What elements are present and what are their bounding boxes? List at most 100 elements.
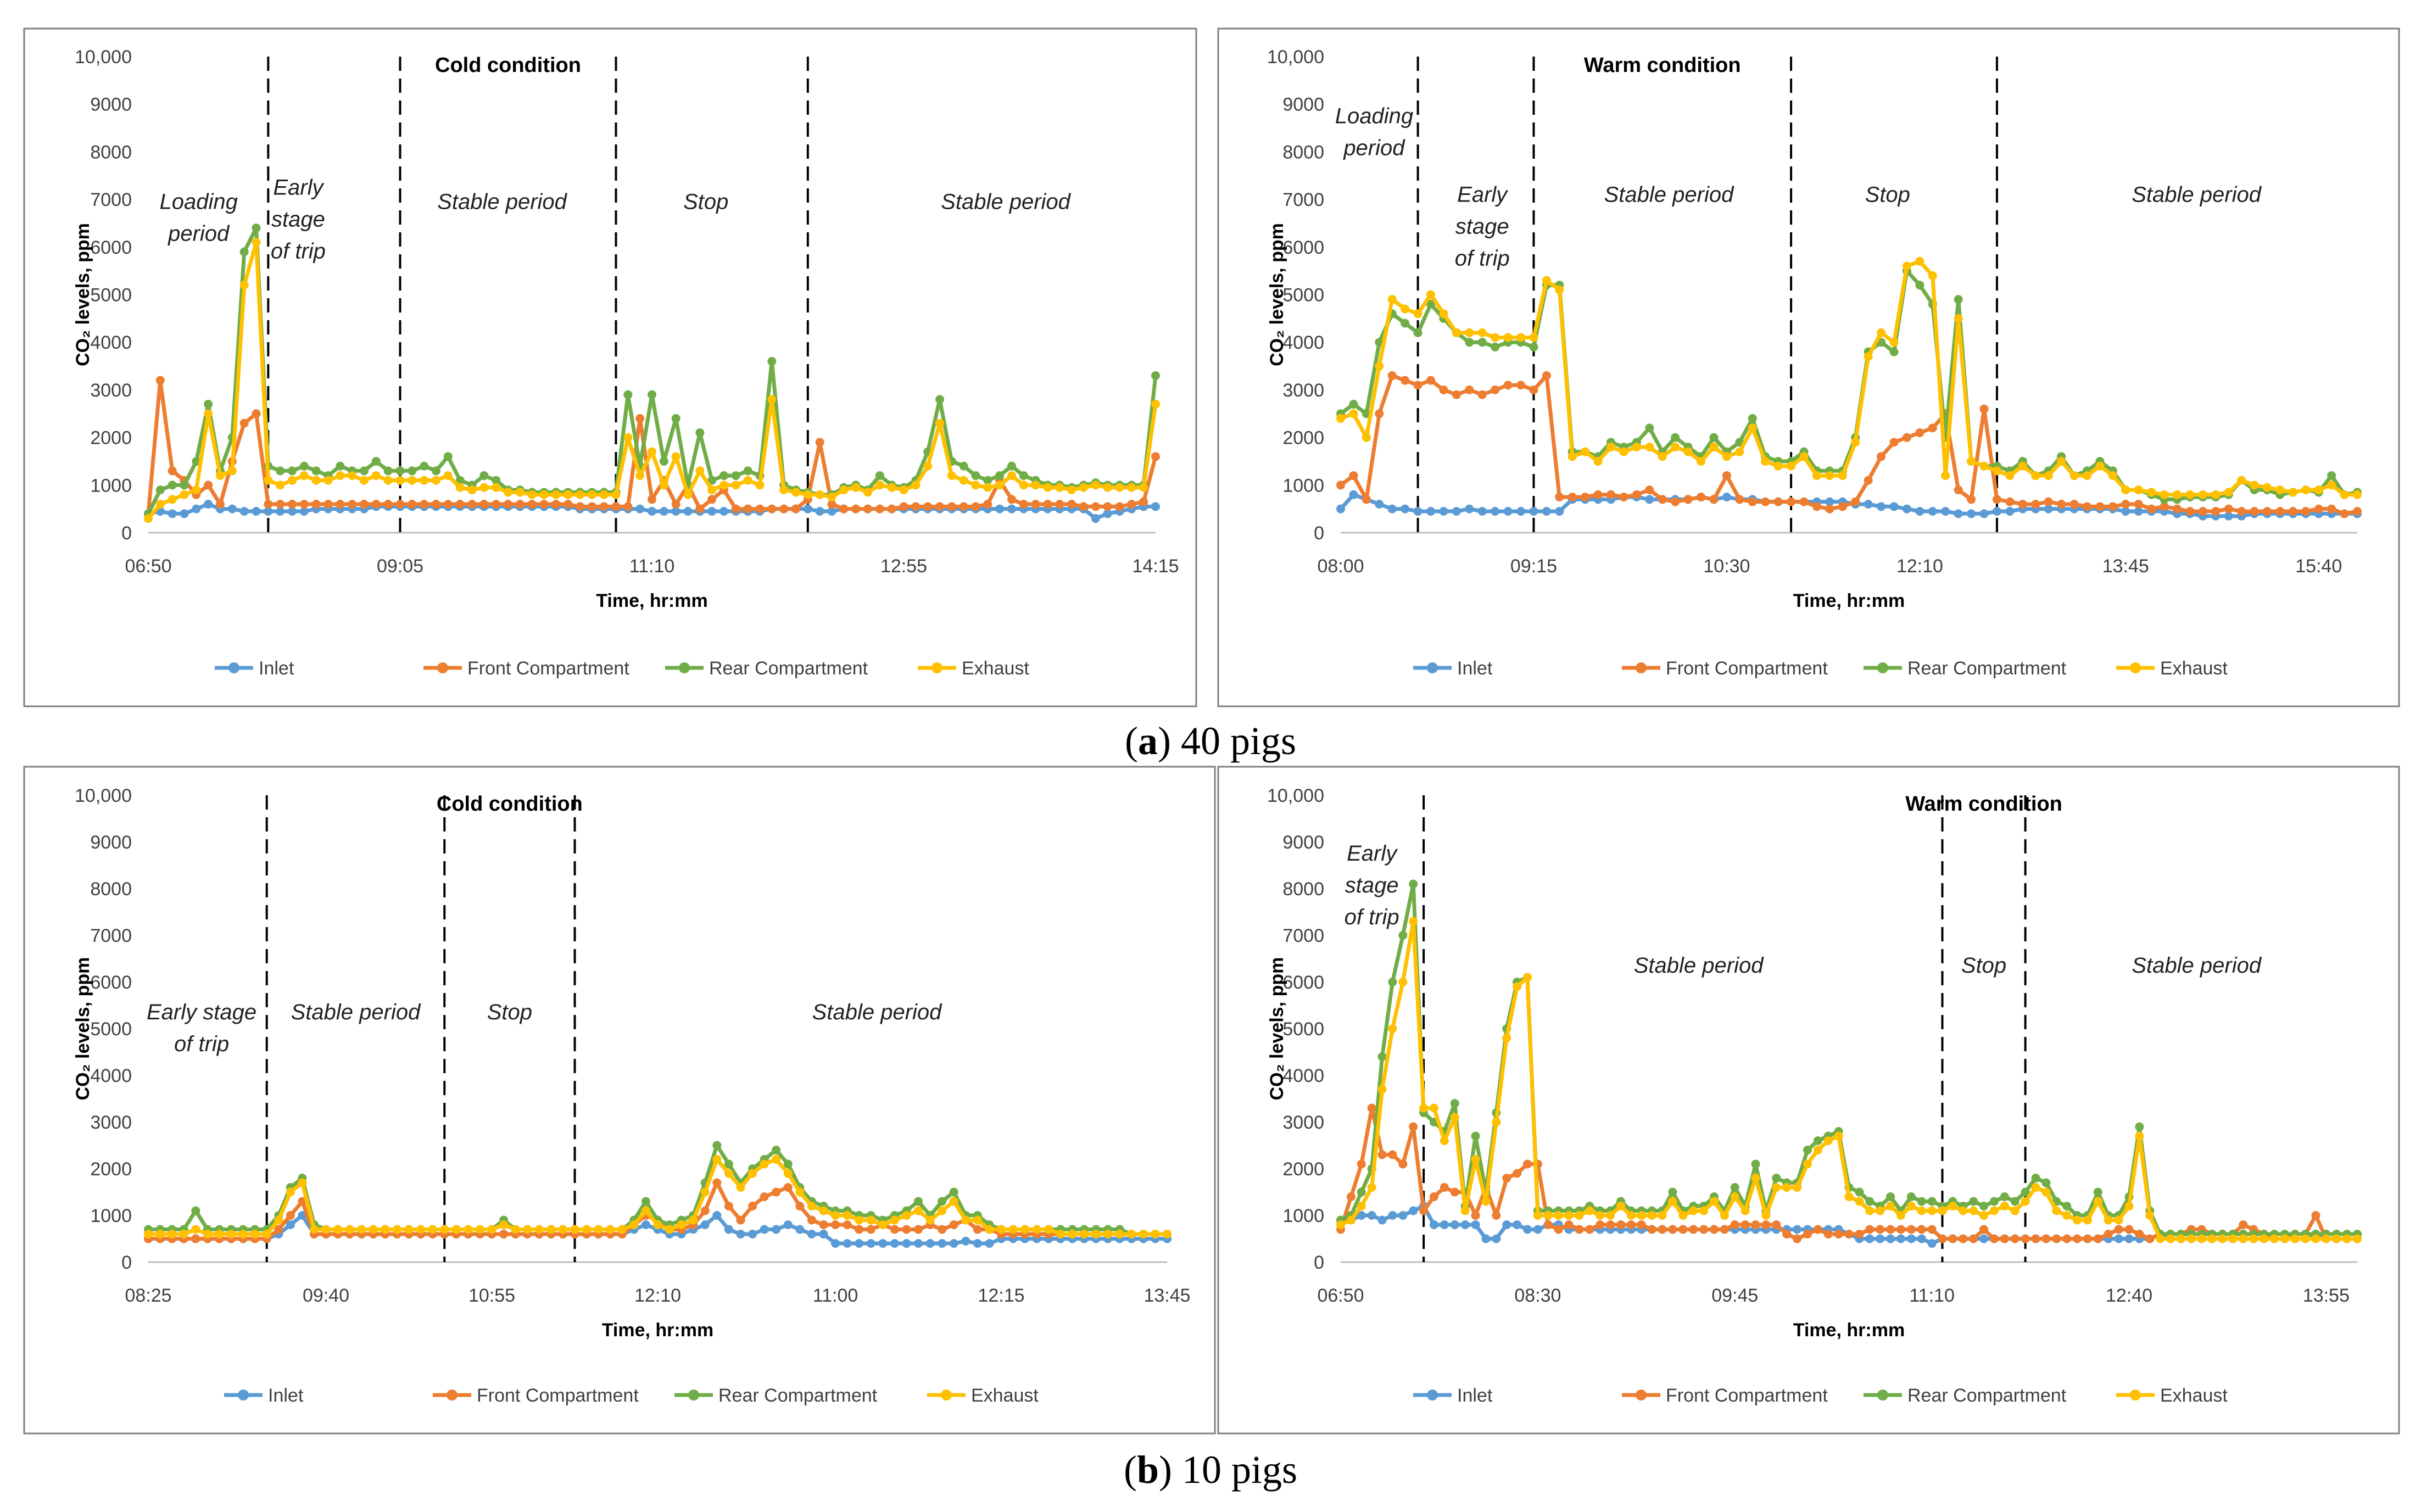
- data-point: [1585, 1206, 1594, 1215]
- data-point: [959, 502, 968, 511]
- period-annotation: Stable period: [291, 1000, 421, 1024]
- data-point: [947, 471, 956, 480]
- data-point: [1709, 442, 1719, 451]
- data-point: [1979, 1225, 1989, 1234]
- data-point: [299, 506, 309, 516]
- data-point: [311, 466, 321, 476]
- y-tick-label: 2000: [90, 1159, 132, 1180]
- data-point: [1567, 492, 1577, 501]
- legend-label: Front Compartment: [1666, 1385, 1828, 1406]
- data-point: [264, 499, 273, 509]
- data-point: [1697, 492, 1706, 501]
- data-point: [1844, 1192, 1854, 1201]
- data-point: [1812, 471, 1821, 480]
- data-point: [226, 1230, 236, 1238]
- x-tick-label: 08:25: [125, 1285, 171, 1306]
- data-point: [1959, 1206, 1968, 1215]
- x-tick-label: 12:10: [1896, 556, 1943, 577]
- legend-label: Exhaust: [2160, 1385, 2228, 1406]
- data-point: [2121, 499, 2130, 509]
- data-point: [1450, 1220, 1459, 1229]
- data-point: [455, 483, 465, 492]
- y-tick-label: 6000: [1282, 237, 1324, 258]
- data-point: [1720, 1225, 1729, 1234]
- data-point: [1772, 1183, 1781, 1192]
- data-point: [1886, 1202, 1895, 1210]
- series-front: [144, 376, 1160, 518]
- legend-label: Inlet: [259, 658, 294, 679]
- data-point: [866, 1239, 875, 1248]
- chart-3: 0 1000 2000 3000 4000 5000 6000 7000 8000 9000 10,…: [23, 766, 1216, 1435]
- data-point: [1103, 509, 1112, 518]
- y-axis-title: CO₂ levels, ppm: [72, 957, 93, 1101]
- data-point: [274, 1225, 283, 1234]
- data-point: [345, 1225, 354, 1234]
- data-point: [995, 504, 1005, 514]
- data-point: [1751, 1159, 1760, 1169]
- data-point: [1151, 502, 1160, 511]
- data-point: [1928, 271, 1937, 280]
- data-point: [1413, 381, 1423, 390]
- data-point: [1803, 1146, 1812, 1154]
- data-point: [641, 1197, 650, 1206]
- data-point: [1465, 385, 1474, 394]
- data-point: [890, 1225, 899, 1234]
- data-point: [1906, 1234, 1916, 1243]
- data-point: [1697, 456, 1706, 466]
- data-point: [2269, 1234, 2279, 1243]
- data-point: [2134, 499, 2143, 509]
- data-point: [1616, 1220, 1625, 1229]
- data-point: [648, 495, 656, 504]
- data-point: [671, 499, 680, 509]
- data-point: [1678, 1225, 1688, 1234]
- data-point: [499, 1220, 509, 1229]
- data-point: [1683, 495, 1693, 504]
- x-tick-label: 10:55: [468, 1285, 515, 1306]
- data-point: [1902, 433, 1911, 442]
- data-point: [2224, 488, 2233, 497]
- data-point: [1606, 1211, 1615, 1220]
- data-point: [1751, 1174, 1760, 1182]
- data-point: [204, 399, 213, 409]
- data-point: [286, 1220, 295, 1229]
- data-point: [707, 485, 717, 494]
- data-point: [949, 1187, 958, 1197]
- data-point: [1163, 1230, 1172, 1238]
- data-point: [1917, 1234, 1926, 1243]
- data-point: [1533, 1225, 1542, 1234]
- data-point: [1927, 1225, 1937, 1234]
- data-point: [1772, 1220, 1781, 1229]
- data-point: [1091, 1230, 1101, 1238]
- period-annotation: Stable period: [1604, 182, 1734, 207]
- data-point: [1460, 1206, 1470, 1215]
- data-point: [1699, 1225, 1709, 1234]
- data-point: [783, 1169, 793, 1178]
- data-point: [408, 499, 417, 509]
- data-point: [1387, 504, 1397, 514]
- data-point: [2114, 1234, 2123, 1243]
- data-point: [2062, 1234, 2072, 1243]
- data-point: [1902, 504, 1911, 514]
- y-tick-label: 0: [121, 523, 132, 544]
- data-point: [599, 490, 609, 499]
- data-point: [1440, 1136, 1449, 1145]
- data-point: [239, 506, 249, 516]
- data-point: [1581, 492, 1590, 501]
- data-point: [1398, 1211, 1408, 1220]
- data-point: [665, 1225, 674, 1234]
- data-point: [534, 1225, 544, 1234]
- legend-label: Front Compartment: [467, 658, 629, 679]
- data-point: [736, 1183, 745, 1192]
- data-point: [168, 1230, 177, 1238]
- data-point: [947, 502, 956, 511]
- data-point: [1915, 506, 1924, 516]
- data-point: [719, 481, 728, 490]
- data-point: [333, 1225, 343, 1234]
- data-point: [1647, 1211, 1656, 1220]
- y-tick-label: 5000: [1282, 1019, 1324, 1040]
- data-point: [1336, 1220, 1345, 1229]
- data-point: [455, 476, 465, 485]
- data-point: [443, 499, 453, 509]
- data-point: [700, 1220, 710, 1229]
- data-point: [1992, 495, 2001, 504]
